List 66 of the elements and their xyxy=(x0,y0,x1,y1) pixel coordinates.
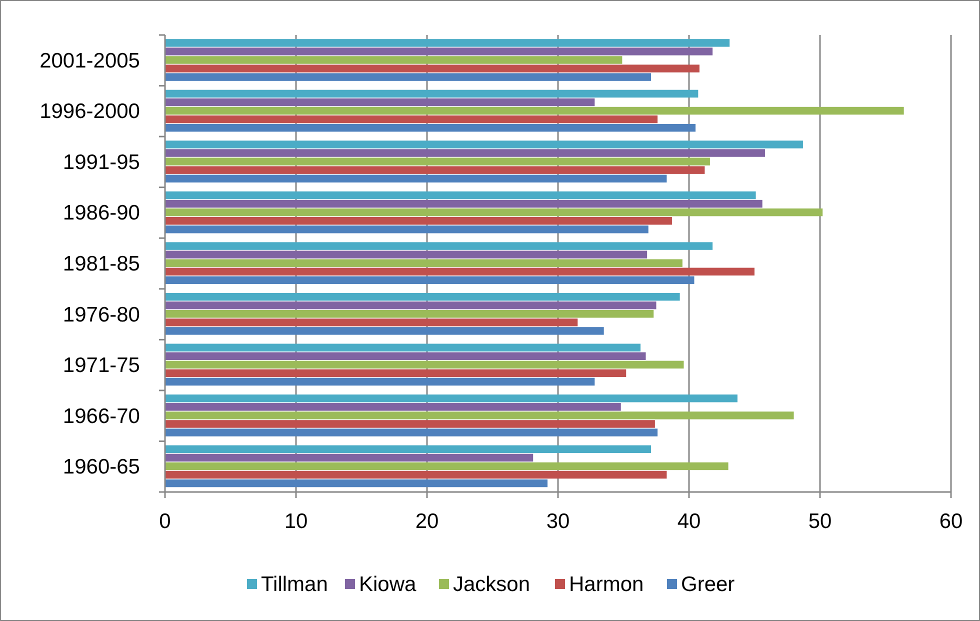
bar xyxy=(165,242,713,250)
bar xyxy=(165,428,658,436)
x-tick-label: 40 xyxy=(677,510,701,533)
bar xyxy=(165,310,654,318)
bar xyxy=(165,250,648,258)
bar xyxy=(165,394,738,402)
x-tick-label: 20 xyxy=(415,510,439,533)
bar xyxy=(165,208,823,216)
bar xyxy=(165,216,672,225)
bar xyxy=(165,292,680,301)
legend-label: Tillman xyxy=(261,573,328,596)
y-tick-label: 1971-75 xyxy=(62,354,140,378)
bar xyxy=(165,268,754,276)
bar xyxy=(165,259,682,267)
y-tick-label: 1960-65 xyxy=(62,456,140,479)
bar xyxy=(165,39,730,47)
bar xyxy=(165,403,621,411)
bar xyxy=(165,344,641,352)
legend-label: Kiowa xyxy=(359,573,417,596)
bar xyxy=(165,106,904,115)
bar xyxy=(165,276,694,284)
bar xyxy=(165,470,667,479)
y-tick-label: 1976-80 xyxy=(62,303,140,326)
bar xyxy=(165,360,684,369)
y-tick-label: 1991-95 xyxy=(62,150,140,174)
x-tick-label: 30 xyxy=(546,510,570,533)
bar xyxy=(165,158,710,166)
y-tick-label: 1996-2000 xyxy=(40,100,140,124)
bar xyxy=(165,200,762,208)
x-tick-label: 0 xyxy=(159,510,171,533)
y-tick-label: 1986-90 xyxy=(62,202,140,225)
bar xyxy=(165,445,652,454)
bar xyxy=(165,327,604,335)
bar xyxy=(165,454,534,462)
legend-label: Harmon xyxy=(569,573,644,596)
bar xyxy=(165,149,765,157)
bar xyxy=(165,64,700,72)
bar xyxy=(165,115,658,124)
bar xyxy=(165,124,696,132)
y-tick-label: 1981-85 xyxy=(62,252,140,276)
bar xyxy=(165,174,667,182)
bar xyxy=(165,98,595,106)
y-tick-label: 2001-2005 xyxy=(40,49,140,72)
x-tick-label: 10 xyxy=(284,510,308,533)
bar xyxy=(165,369,626,378)
bar xyxy=(165,140,803,148)
bar xyxy=(165,90,698,98)
bar xyxy=(165,56,622,64)
bar xyxy=(165,318,578,326)
bar xyxy=(165,412,794,420)
bar xyxy=(165,479,548,488)
y-tick-label: 1966-70 xyxy=(62,404,140,428)
bar xyxy=(165,378,595,386)
bar xyxy=(165,48,713,56)
bar xyxy=(165,301,656,310)
legend-label: Greer xyxy=(681,573,735,596)
bar xyxy=(165,462,728,470)
x-tick-label: 60 xyxy=(939,510,963,533)
legend-label: Jackson xyxy=(453,573,530,596)
bar xyxy=(165,226,648,234)
x-tick-label: 50 xyxy=(808,510,832,533)
bar xyxy=(165,166,705,174)
bar xyxy=(165,352,646,360)
bar xyxy=(165,420,655,428)
bar xyxy=(165,191,756,200)
bar xyxy=(165,73,652,81)
